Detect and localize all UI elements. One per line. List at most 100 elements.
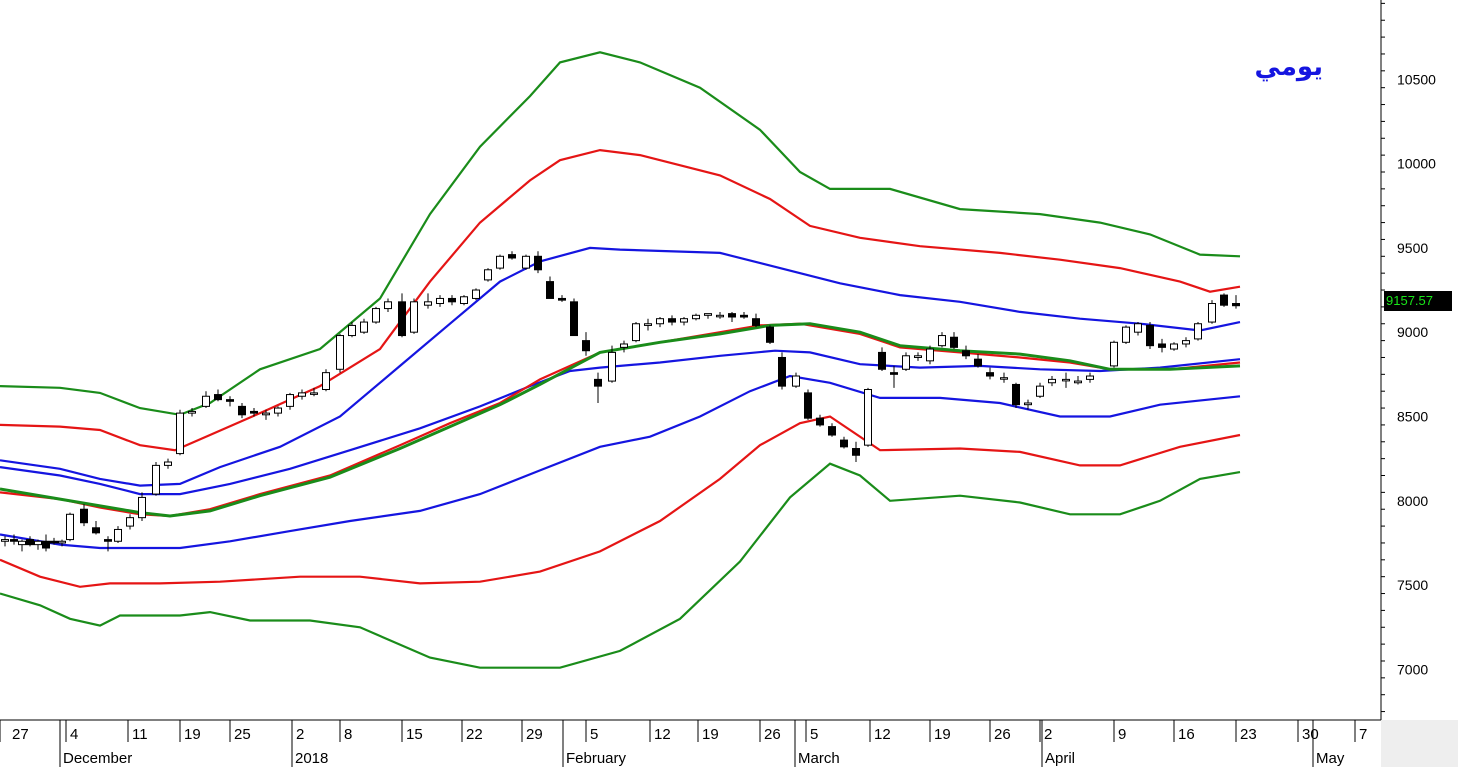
x-tick-label: 15 bbox=[406, 726, 423, 743]
candle-body bbox=[938, 335, 946, 347]
candle-body bbox=[704, 313, 712, 316]
y-tick-label: 8500 bbox=[1397, 408, 1428, 424]
candle-body bbox=[632, 323, 640, 342]
x-tick-label: 2 bbox=[1044, 726, 1052, 743]
candle-body bbox=[188, 410, 196, 414]
y-tick-label: 10000 bbox=[1397, 156, 1436, 172]
candle-body bbox=[214, 394, 222, 401]
x-tick-label: 26 bbox=[994, 726, 1011, 743]
candle-body bbox=[864, 389, 872, 446]
candle-body bbox=[766, 326, 774, 343]
candle-body bbox=[104, 539, 112, 542]
y-tick-label: 7500 bbox=[1397, 577, 1428, 593]
x-tick-label: 7 bbox=[1359, 726, 1367, 743]
x-tick-label: 8 bbox=[344, 726, 352, 743]
candle-body bbox=[644, 323, 652, 326]
candle-body bbox=[238, 405, 246, 416]
candle-body bbox=[250, 410, 258, 414]
candle-body bbox=[828, 426, 836, 436]
candle-body bbox=[1048, 378, 1056, 384]
candle-body bbox=[50, 540, 58, 544]
x-month-label: 2018 bbox=[295, 750, 328, 767]
candle-body bbox=[372, 308, 380, 323]
candle-body bbox=[42, 540, 50, 549]
candle-body bbox=[656, 318, 664, 325]
candle-body bbox=[1182, 340, 1190, 345]
candle-body bbox=[950, 336, 958, 348]
x-tick-label: 19 bbox=[702, 726, 719, 743]
candle-body bbox=[18, 540, 26, 546]
candle-body bbox=[752, 318, 760, 326]
candle-body bbox=[668, 318, 676, 323]
candle-body bbox=[558, 297, 566, 301]
x-tick-label: 19 bbox=[184, 726, 201, 743]
candle-body bbox=[460, 296, 468, 305]
band-line-blue bbox=[0, 246, 1241, 487]
candle-body bbox=[1158, 343, 1166, 348]
candle-body bbox=[508, 254, 516, 259]
y-tick-label: 8000 bbox=[1397, 493, 1428, 509]
candle-body bbox=[34, 540, 42, 546]
candle-body bbox=[1134, 323, 1142, 333]
candle-body bbox=[226, 399, 234, 402]
x-tick-label: 27 bbox=[12, 726, 29, 743]
candle-body bbox=[1024, 402, 1032, 406]
x-tick-label: 4 bbox=[70, 726, 78, 743]
candle-body bbox=[398, 301, 406, 337]
candle-body bbox=[114, 528, 122, 542]
candle-body bbox=[1220, 294, 1228, 306]
x-tick-label: 16 bbox=[1178, 726, 1195, 743]
y-tick-label: 9000 bbox=[1397, 324, 1428, 340]
candle-body bbox=[1036, 385, 1044, 397]
candle-body bbox=[534, 255, 542, 271]
candle-body bbox=[902, 355, 910, 370]
candle-body bbox=[890, 372, 898, 375]
x-tick-label: 2 bbox=[296, 726, 304, 743]
y-axis: 10500 10000 9500 9000 8500 8000 7500 7000 bbox=[1380, 0, 1436, 720]
candle-body bbox=[1122, 326, 1130, 343]
candle-body bbox=[1, 539, 9, 542]
candle-body bbox=[1232, 303, 1240, 307]
candle-body bbox=[58, 540, 66, 544]
x-tick-label: 22 bbox=[466, 726, 483, 743]
candle-body bbox=[152, 464, 160, 495]
band-line-green bbox=[0, 462, 1241, 669]
x-month-label: March bbox=[798, 750, 840, 767]
candle-body bbox=[1086, 375, 1094, 380]
x-tick-label: 19 bbox=[934, 726, 951, 743]
band-line-blue bbox=[0, 349, 1241, 496]
candle-body bbox=[1170, 343, 1178, 350]
candle-body bbox=[138, 496, 146, 519]
x-tick-label: 5 bbox=[810, 726, 818, 743]
candle-body bbox=[1146, 324, 1154, 347]
candle-body bbox=[298, 392, 306, 397]
x-tick-label: 26 bbox=[764, 726, 781, 743]
y-tick-label: 7000 bbox=[1397, 661, 1428, 677]
candle-body bbox=[986, 372, 994, 377]
candle-body bbox=[594, 378, 602, 387]
candle-body bbox=[680, 318, 688, 323]
x-tick-label: 25 bbox=[234, 726, 251, 743]
candle-body bbox=[522, 255, 530, 269]
candle-body bbox=[1000, 377, 1008, 380]
candle-body bbox=[348, 324, 356, 337]
candle-body bbox=[804, 392, 812, 419]
candle-body bbox=[384, 301, 392, 310]
candle-body bbox=[620, 343, 628, 348]
candle-body bbox=[852, 448, 860, 456]
band-line-red bbox=[0, 415, 1241, 588]
candle-body bbox=[962, 350, 970, 357]
candle-body bbox=[164, 461, 172, 466]
candle-body bbox=[546, 281, 554, 299]
candle-body bbox=[914, 355, 922, 358]
x-tick-label: 30 bbox=[1302, 726, 1319, 743]
candle-body bbox=[202, 395, 210, 407]
candle-body bbox=[1012, 383, 1020, 406]
candle-body bbox=[740, 314, 748, 318]
candle-body bbox=[792, 375, 800, 387]
candle-body bbox=[448, 297, 456, 303]
candle-body bbox=[126, 517, 134, 527]
candle-body bbox=[728, 313, 736, 318]
candle-body bbox=[26, 539, 34, 546]
